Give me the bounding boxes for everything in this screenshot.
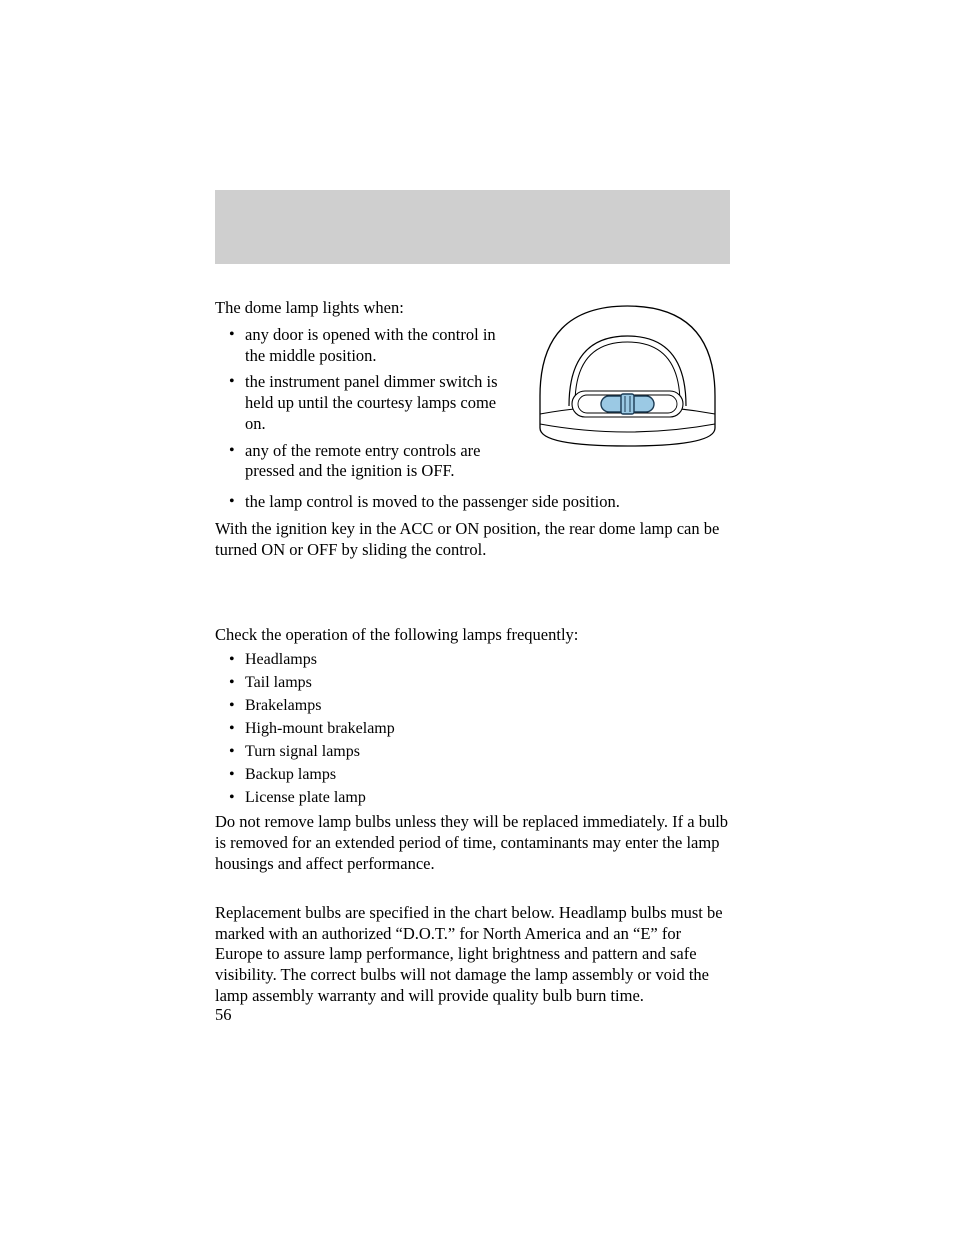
dome-lamp-continued: the lamp control is moved to the passeng… <box>215 492 730 560</box>
page-number: 56 <box>215 1005 232 1025</box>
dome-lamp-paragraph: With the ignition key in the ACC or ON p… <box>215 519 730 561</box>
replacement-paragraph: Replacement bulbs are specified in the c… <box>215 903 730 1007</box>
dome-lamp-row: The dome lamp lights when: any door is o… <box>215 296 730 488</box>
list-item: the instrument panel dimmer switch is he… <box>231 372 507 434</box>
dome-lamp-svg <box>525 296 730 451</box>
list-item: Turn signal lamps <box>231 743 730 761</box>
list-item: High-mount brakelamp <box>231 720 730 738</box>
dome-lamp-diagram <box>525 296 730 451</box>
list-item: Tail lamps <box>231 674 730 692</box>
list-item: Backup lamps <box>231 766 730 784</box>
lamp-check-list: Headlamps Tail lamps Brakelamps High-mou… <box>215 651 730 807</box>
page-content: The dome lamp lights when: any door is o… <box>215 296 730 1013</box>
list-item: any of the remote entry controls are pre… <box>231 441 507 483</box>
list-item: any door is opened with the control in t… <box>231 325 507 367</box>
dome-lamp-bullets-beside: any door is opened with the control in t… <box>215 325 507 482</box>
list-item: the lamp control is moved to the passeng… <box>231 492 730 513</box>
dome-lamp-bullets-below: the lamp control is moved to the passeng… <box>215 492 730 513</box>
dome-lamp-lead: The dome lamp lights when: <box>215 298 507 319</box>
check-lead: Check the operation of the following lam… <box>215 625 730 646</box>
manual-page: The dome lamp lights when: any door is o… <box>0 0 954 1235</box>
section-header-bar <box>215 190 730 264</box>
spacer <box>215 567 730 625</box>
dome-lamp-text: The dome lamp lights when: any door is o… <box>215 296 507 488</box>
spacer <box>215 881 730 903</box>
list-item: Headlamps <box>231 651 730 669</box>
list-item: License plate lamp <box>231 789 730 807</box>
check-paragraph: Do not remove lamp bulbs unless they wil… <box>215 812 730 874</box>
list-item: Brakelamps <box>231 697 730 715</box>
